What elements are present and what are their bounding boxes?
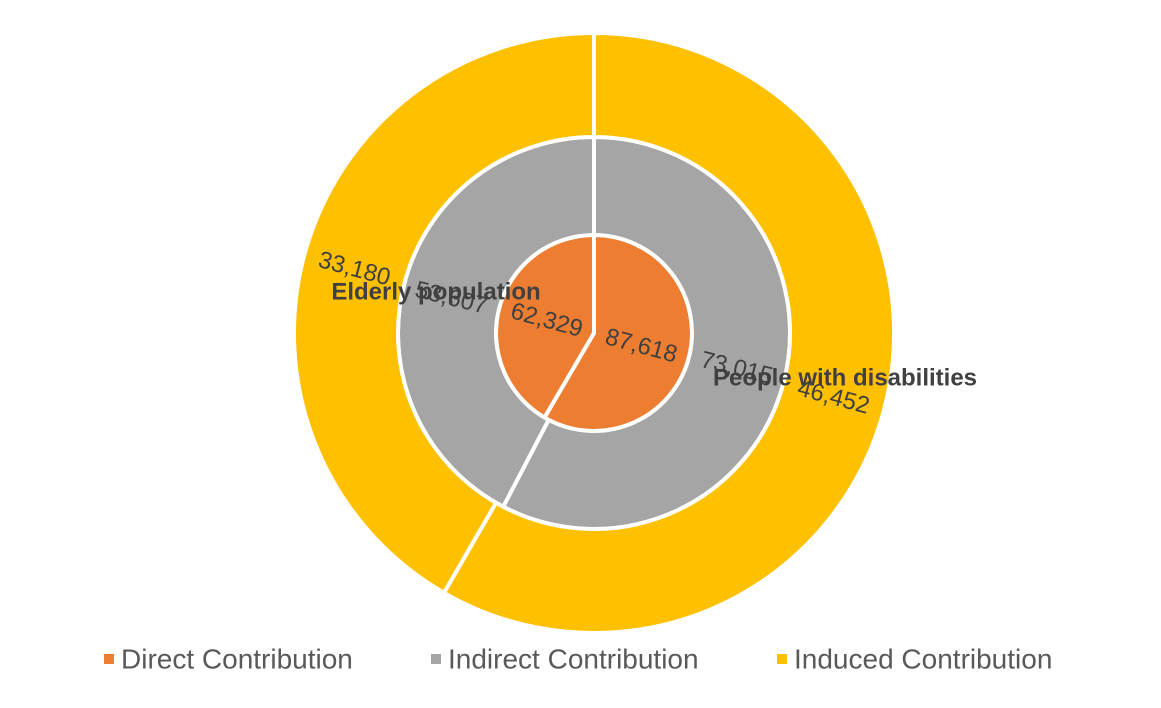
category-label-elderly-population: Elderly population [331,279,540,306]
legend-label-indirect-contribution: Indirect Contribution [448,644,699,675]
category-label-people-with-disabilities: People with disabilities [713,365,977,392]
legend-swatch-indirect-contribution [431,654,441,664]
legend: Direct Contribution Indirect Contribution… [104,644,1052,675]
legend-swatch-induced-contribution [777,654,787,664]
legend-swatch-direct-contribution [104,654,114,664]
slice-induced-contribution-elderly-population [442,31,896,635]
legend-label-induced-contribution: Induced Contribution [794,644,1052,675]
legend-label-direct-contribution: Direct Contribution [121,644,353,675]
chart-rings [291,31,896,635]
slice-induced-contribution-people-with-disabilities [291,31,596,595]
